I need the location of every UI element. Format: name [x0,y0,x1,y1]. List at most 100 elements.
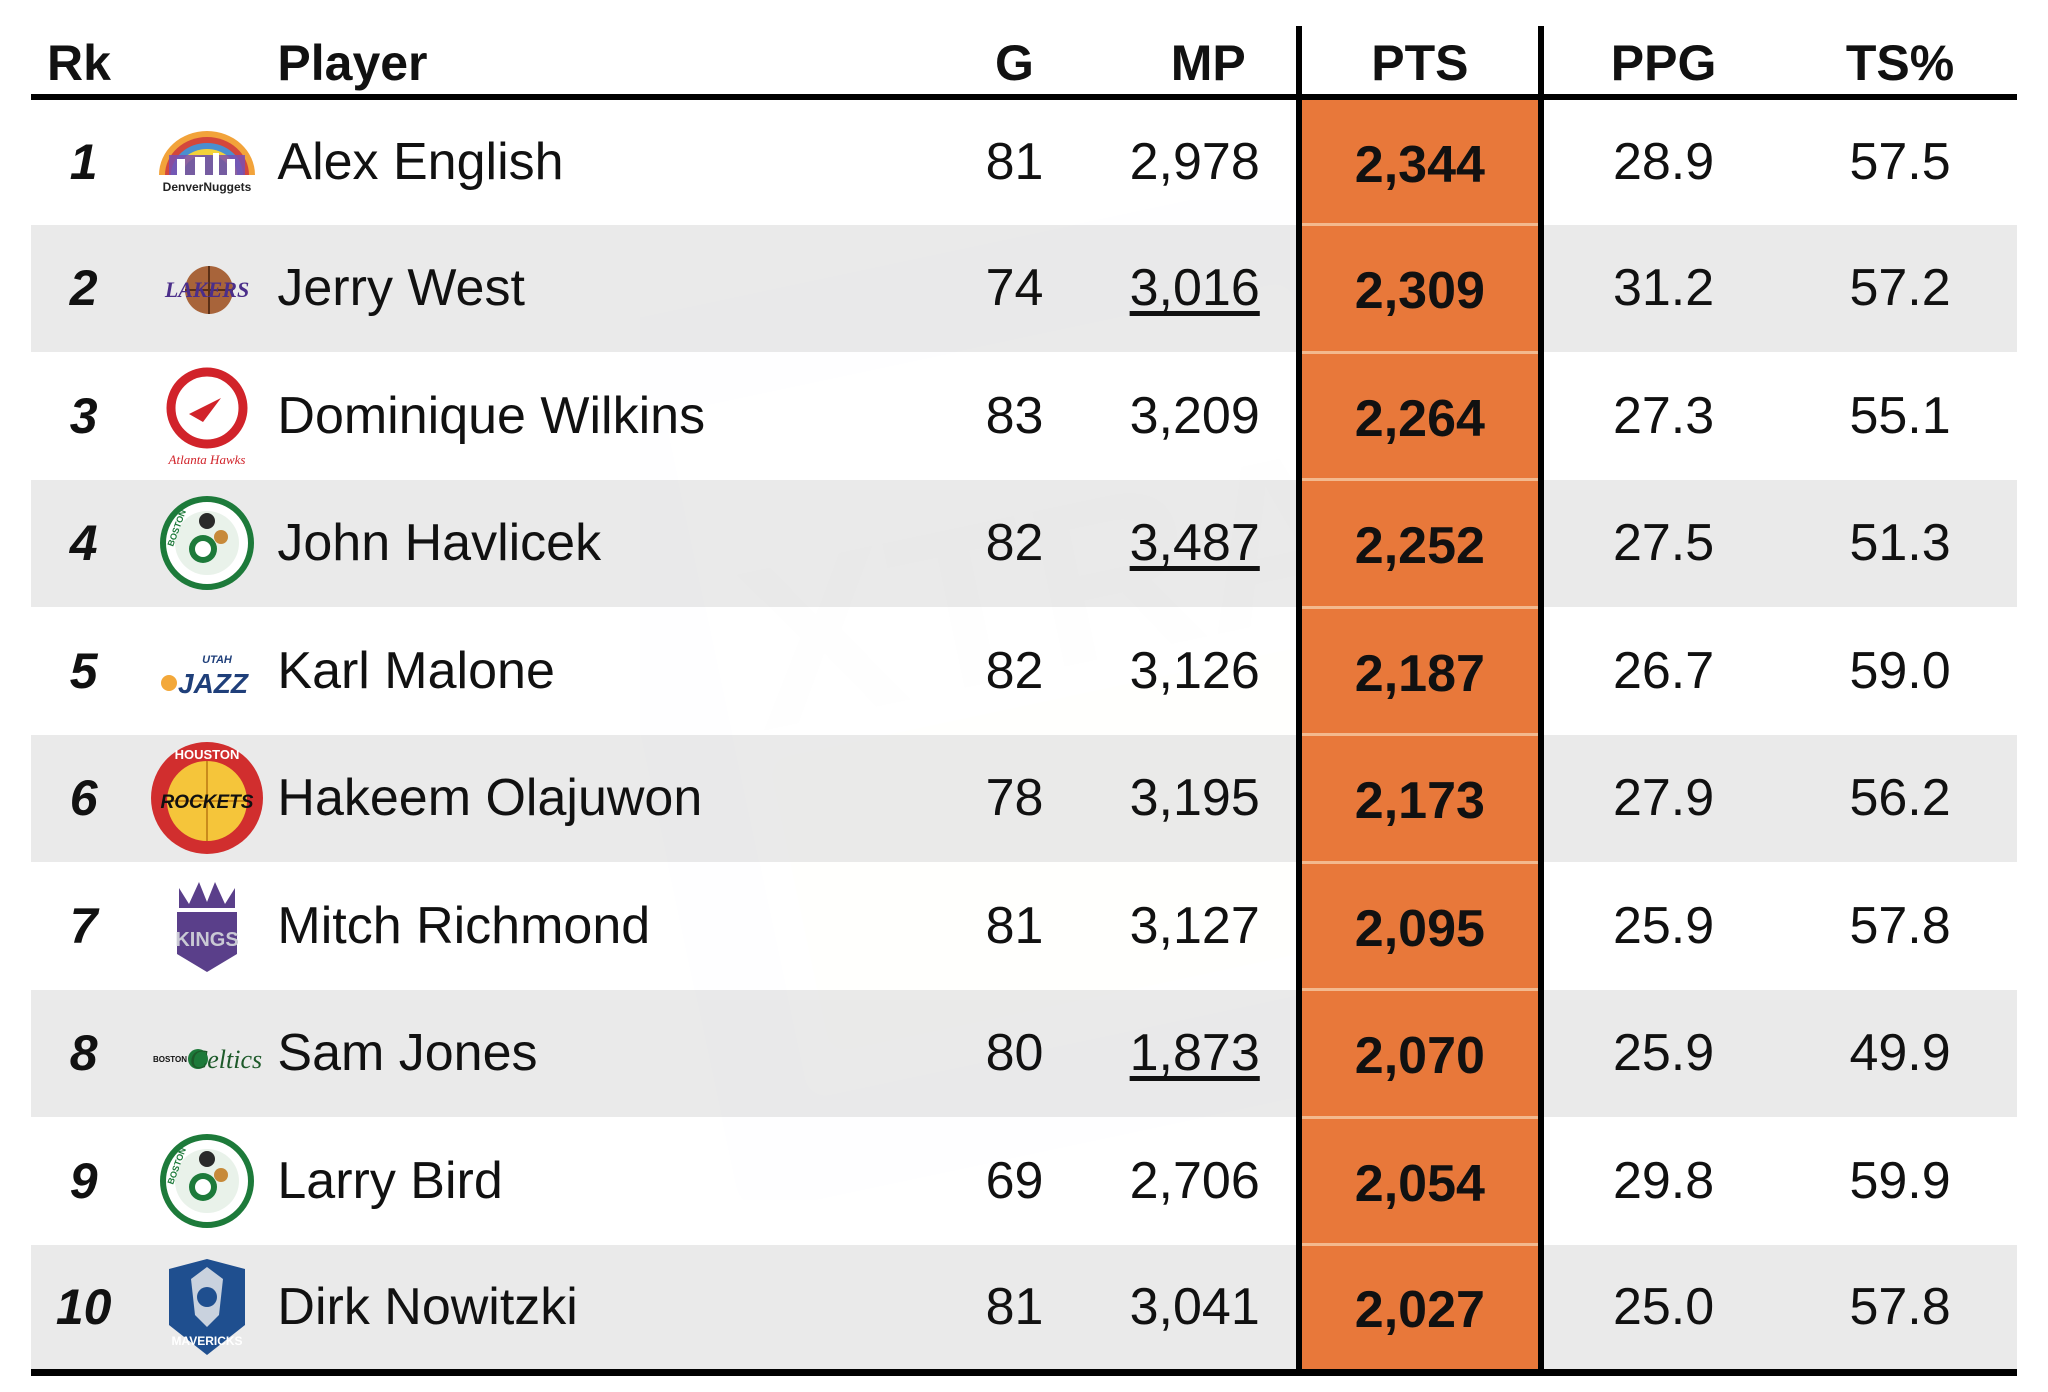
ts-cell: 57.8 [1783,862,2017,990]
header-rank[interactable]: Rk [31,26,137,100]
svg-text:BOSTON: BOSTON [153,1055,187,1064]
table-row[interactable]: 5 UTAH JAZZ Karl Malone 82 3,126 2,187 26.7 5… [31,605,2017,735]
dallas-mavericks-logo-icon: MAVERICKS [168,1258,245,1355]
team-logo-cell: BOSTON [136,479,278,607]
table-row[interactable]: 9 BOSTON Larry Bird 69 2,706 2,054 29.8 59.9 [31,1115,2017,1245]
header-points[interactable]: PTS [1295,26,1544,100]
header-ppg[interactable]: PPG [1540,26,1784,100]
games-cell: 81 [919,97,1110,225]
team-logo-cell: KINGS [136,862,278,990]
ppg-cell: 25.9 [1540,989,1784,1117]
header-player[interactable]: Player [277,26,920,100]
minutes-value: 3,209 [1129,386,1260,445]
scoring-leaders-table: Rk Player G MP PTS PPG TS% 1 DenverNugge… [31,26,2017,1376]
minutes-cell: 3,126 [1109,607,1299,735]
rank-cell: 4 [31,479,137,607]
player-name: Mitch Richmond [277,862,920,990]
ts-cell: 59.0 [1783,607,2017,735]
ts-cell: 57.2 [1783,224,2017,352]
minutes-cell: 2,978 [1109,97,1299,225]
games-cell: 78 [919,734,1110,862]
rank-cell: 2 [31,224,137,352]
boston-celtics-wordmark-icon: BOSTON Celtics [153,1045,262,1074]
ts-cell: 49.9 [1783,989,2017,1117]
team-logo-cell: HOUSTON ROCKETS [136,734,278,862]
svg-text:Celtics: Celtics [190,1045,262,1074]
points-cell: 2,070 [1295,988,1544,1117]
svg-text:KINGS: KINGS [175,929,238,951]
player-name: Jerry West [277,224,920,352]
minutes-value: 3,041 [1129,1277,1260,1336]
minutes-cell: 3,041 [1109,1244,1299,1376]
ts-cell: 59.9 [1783,1117,2017,1245]
denver-nuggets-logo-icon: DenverNuggets [158,131,255,194]
svg-text:MAVERICKS: MAVERICKS [171,1334,242,1348]
minutes-cell: 3,127 [1109,862,1299,990]
points-cell: 2,187 [1295,605,1544,735]
player-name: Sam Jones [277,989,920,1117]
table-row[interactable]: 1 DenverNuggets Alex English 81 2,978 2,344… [31,97,2017,225]
rank-cell: 3 [31,352,137,480]
minutes-cell: 3,016 [1109,224,1299,352]
table-row[interactable]: 2 LAKERS Jerry West 74 3,016 2,309 31.2 57.2 [31,223,2017,352]
header-row: Rk Player G MP PTS PPG TS% [31,26,2017,100]
player-name: Dirk Nowitzki [277,1244,920,1376]
table-row[interactable]: 4 BOSTON John Havlicek 82 3,487 2,252 27.5 51… [31,478,2017,607]
games-cell: 83 [919,352,1110,480]
minutes-cell: 3,487 [1109,479,1299,607]
points-cell: 2,027 [1295,1243,1544,1376]
minutes-value: 3,487 [1129,514,1260,573]
ppg-cell: 27.5 [1540,479,1784,607]
games-cell: 81 [919,1244,1110,1376]
minutes-value: 2,706 [1129,1151,1260,1210]
points-cell: 2,344 [1295,97,1544,225]
games-cell: 82 [919,607,1110,735]
lakers-logo-icon: LAKERS [164,265,249,314]
minutes-value: 2,978 [1129,133,1260,192]
svg-text:LAKERS: LAKERS [164,277,249,302]
minutes-value: 1,873 [1129,1024,1260,1083]
svg-text:Atlanta Hawks: Atlanta Hawks [167,452,245,467]
minutes-cell: 1,873 [1109,989,1299,1117]
table-row[interactable]: 10 MAVERICKS Dirk Nowitzki 81 3,041 2,027 25… [31,1243,2017,1376]
rank-cell: 1 [31,97,137,225]
player-name: Dominique Wilkins [277,352,920,480]
svg-text:HOUSTON: HOUSTON [174,747,239,762]
team-logo-cell: BOSTON [136,1117,278,1245]
games-cell: 69 [919,1117,1110,1245]
minutes-value: 3,126 [1129,641,1260,700]
header-logo-spacer [136,26,278,100]
games-cell: 80 [919,989,1110,1117]
points-cell: 2,252 [1295,478,1544,607]
ppg-cell: 25.9 [1540,862,1784,990]
ppg-cell: 25.0 [1540,1244,1784,1376]
table-row[interactable]: 3 Atlanta Hawks Dominique Wilkins 83 3,209… [31,350,2017,480]
minutes-cell: 3,195 [1109,734,1299,862]
svg-text:UTAH: UTAH [202,654,233,666]
svg-text:ROCKETS: ROCKETS [160,792,253,813]
points-cell: 2,264 [1295,350,1544,480]
ts-cell: 57.5 [1783,97,2017,225]
rank-cell: 7 [31,862,137,990]
header-minutes[interactable]: MP [1109,26,1299,100]
table-row[interactable]: 6 HOUSTON ROCKETS Hakeem Olajuwon 78 3,195… [31,733,2017,862]
ppg-cell: 27.9 [1540,734,1784,862]
rank-cell: 6 [31,734,137,862]
ppg-cell: 28.9 [1540,97,1784,225]
points-cell: 2,309 [1295,223,1544,352]
player-name: Alex English [277,97,920,225]
ppg-cell: 27.3 [1540,352,1784,480]
table-row[interactable]: 7 KINGS Mitch Richmond 81 3,127 2,095 25.9 57… [31,860,2017,990]
games-cell: 81 [919,862,1110,990]
points-cell: 2,095 [1295,860,1544,990]
minutes-cell: 2,706 [1109,1117,1299,1245]
header-games[interactable]: G [919,26,1110,100]
player-name: Karl Malone [277,607,920,735]
header-ts[interactable]: TS% [1783,26,2017,100]
table-row[interactable]: 8 BOSTON Celtics Sam Jones 80 1,873 2,070 25… [31,988,2017,1117]
points-cell: 2,054 [1295,1115,1544,1245]
player-name: Larry Bird [277,1117,920,1245]
minutes-value: 3,127 [1129,896,1260,955]
houston-rockets-logo-icon: HOUSTON ROCKETS [150,742,263,855]
team-logo-cell: LAKERS [136,224,278,352]
